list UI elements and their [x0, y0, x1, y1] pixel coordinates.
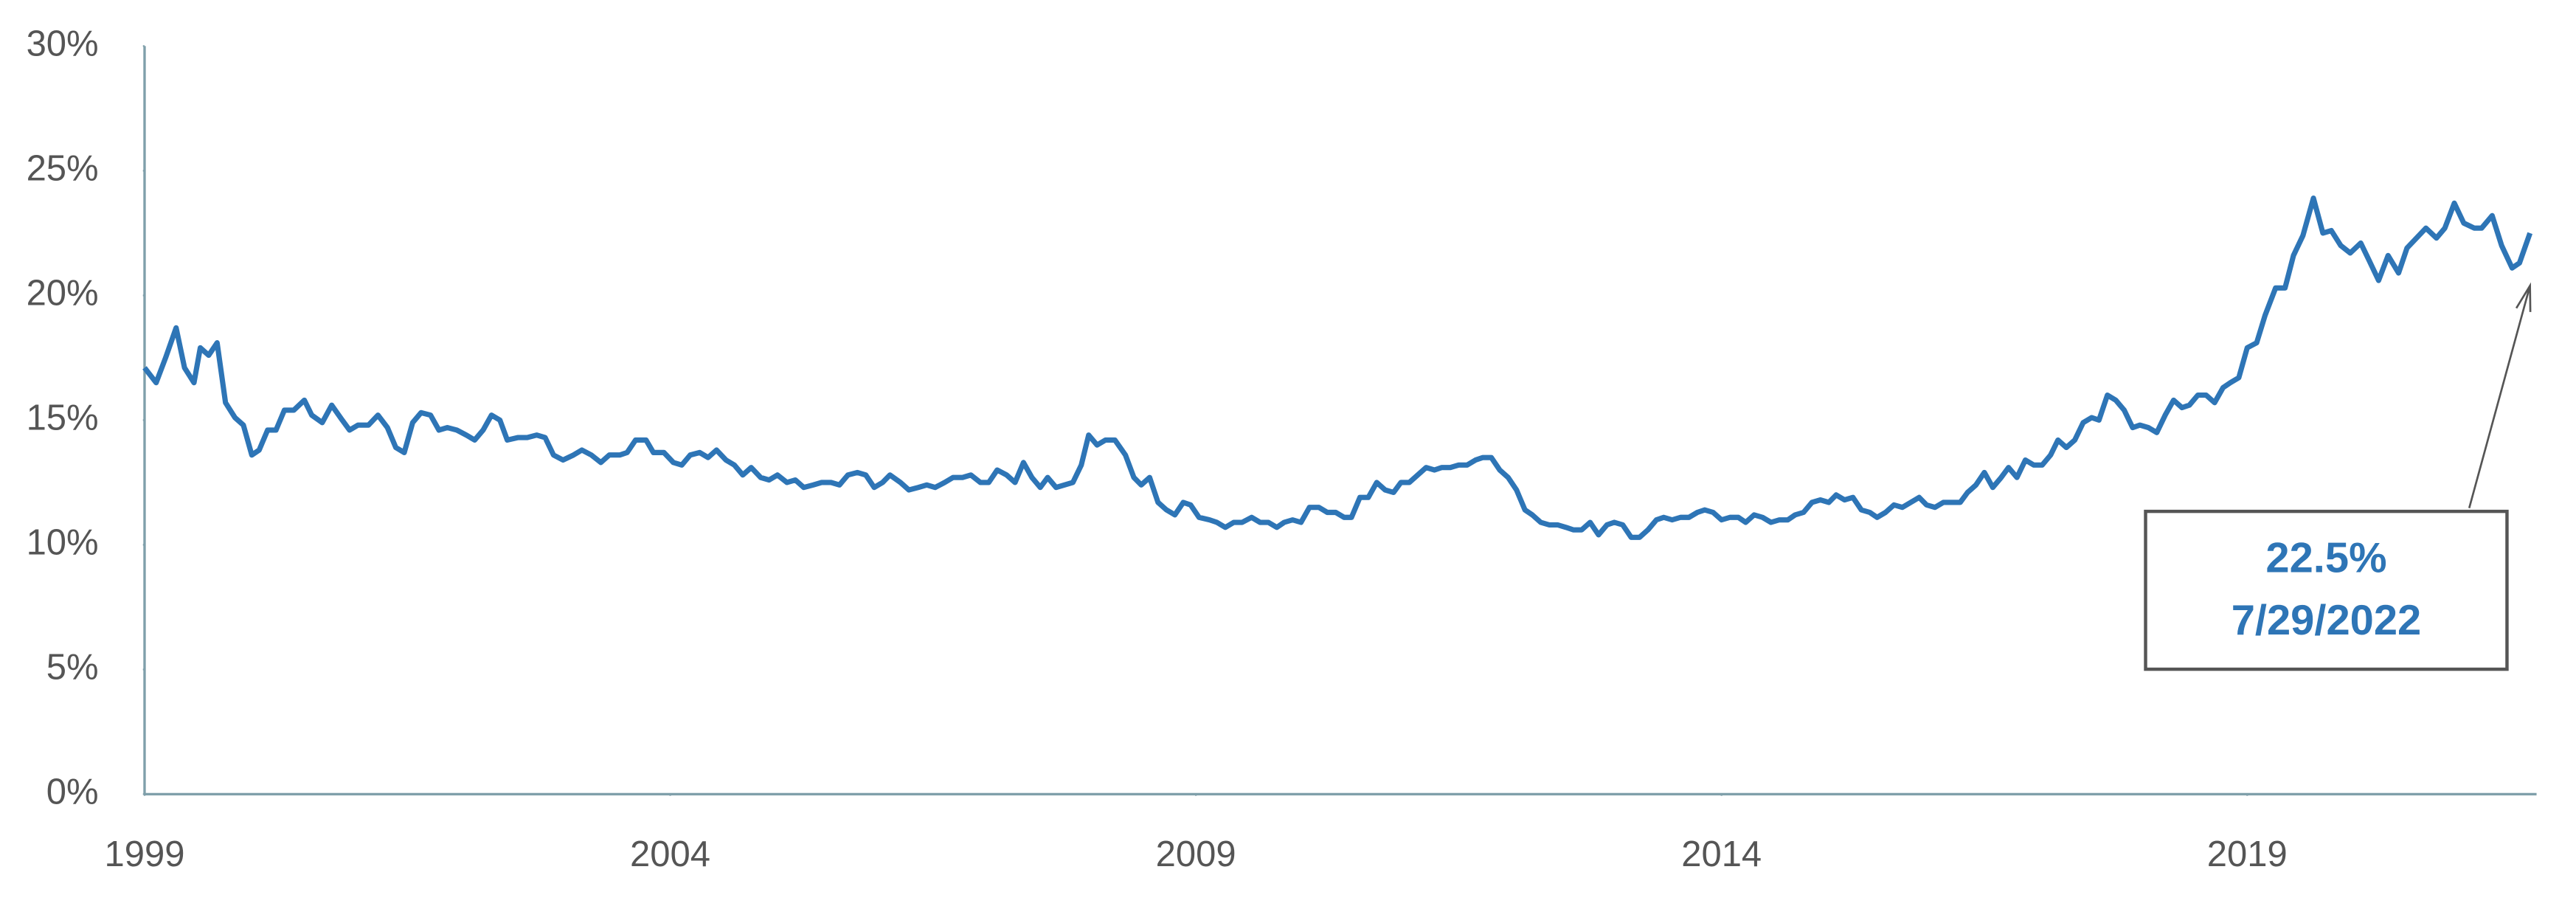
annotation-value: 22.5% — [2265, 534, 2386, 581]
x-tick-label: 2009 — [1156, 834, 1236, 874]
y-tick-label: 20% — [27, 273, 99, 313]
annotation-arrow — [2468, 285, 2531, 509]
y-tick-label: 5% — [46, 647, 99, 687]
x-tick-label: 1999 — [104, 834, 184, 874]
x-tick-label: 2014 — [1681, 834, 1762, 874]
x-tick-label: 2019 — [2207, 834, 2288, 874]
annotation-arrowhead — [2515, 282, 2532, 312]
y-tick-label: 30% — [27, 24, 99, 63]
x-tick-label: 2004 — [630, 834, 710, 874]
data-line — [142, 196, 2533, 540]
y-tick-label: 10% — [27, 522, 99, 562]
annotation-date: 7/29/2022 — [2232, 597, 2422, 644]
y-tick-label: 15% — [27, 398, 99, 438]
y-tick-label: 0% — [46, 772, 99, 812]
annotation-box — [2144, 509, 2509, 671]
y-tick-label: 25% — [27, 148, 99, 188]
